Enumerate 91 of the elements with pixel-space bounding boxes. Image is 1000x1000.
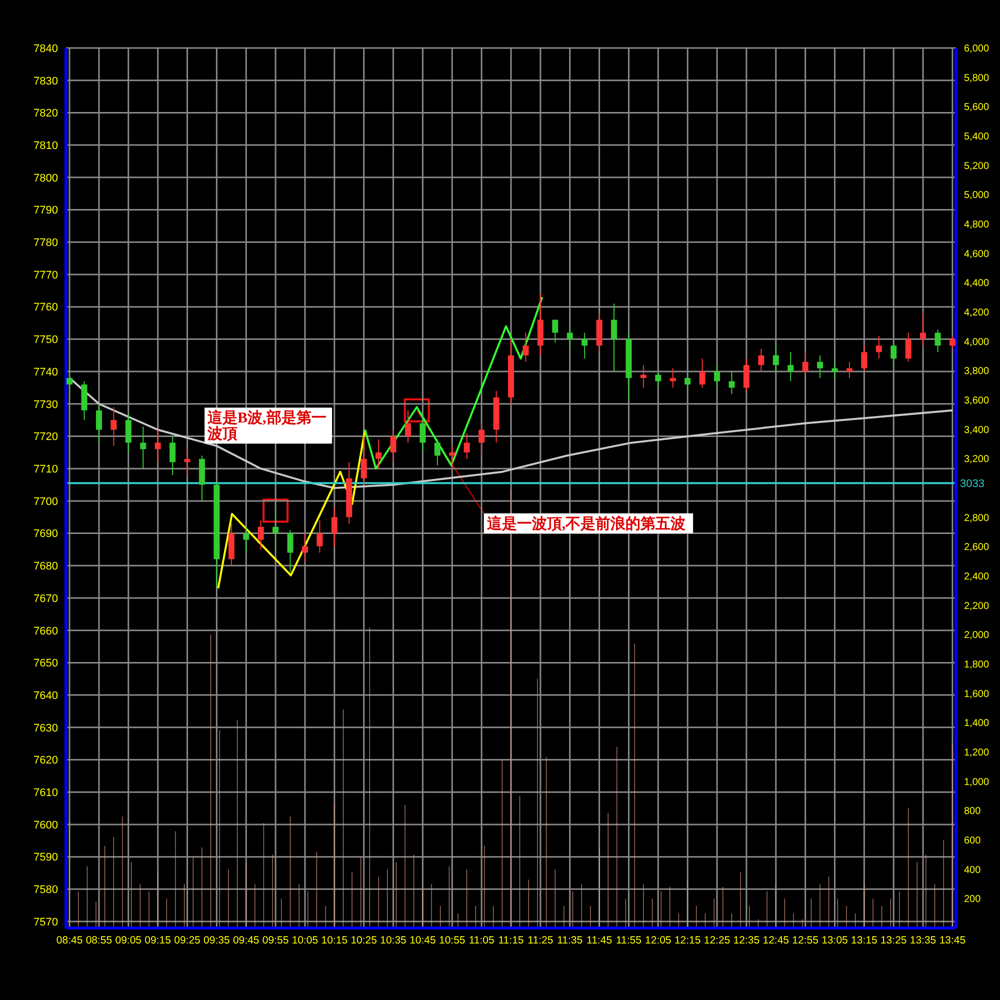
y-tick-label: 7660 [34,625,58,638]
y-tick-label: 7590 [34,852,58,864]
x-tick-label: 11:35 [557,934,583,946]
y-tick-label: 7800 [34,172,58,184]
y2-tick-label: 3,200 [964,454,990,466]
x-tick-label: 13:35 [910,934,936,946]
y-tick-label: 7750 [34,334,58,346]
y-tick-label: 7670 [34,592,58,605]
x-tick-label: 12:55 [792,934,819,946]
y2-tick-label: 4,800 [964,220,990,231]
y2-tick-label: 1,800 [964,660,990,671]
y2-tick-label: 5,800 [964,72,990,84]
x-tick-label: 09:25 [174,934,201,946]
x-tick-label: 09:45 [232,934,260,946]
y2-tick-label: 1,200 [964,748,990,759]
x-tick-label: 09:05 [115,934,142,946]
y-tick-label: 7580 [34,884,58,896]
y-tick-label: 7720 [34,431,58,444]
x-tick-label: 08:45 [56,934,83,946]
y2-tick-label: 1,400 [964,718,990,730]
x-tick-label: 10:45 [410,934,436,946]
x-tick-label: 13:25 [880,934,907,946]
x-tick-label: 10:05 [292,934,318,946]
y2-tick-label: 1,000 [964,776,990,788]
y-tick-label: 7610 [34,787,58,800]
x-tick-label: 12:45 [762,934,790,946]
annotation: 這是B波,部是第一波頂 [206,408,326,443]
y-tick-label: 7740 [34,366,58,378]
y-tick-label: 7700 [34,496,58,508]
x-tick-label: 09:15 [144,934,172,946]
y-tick-label: 7760 [34,302,58,314]
x-tick-label: 10:35 [380,934,407,946]
y-tick-label: 7630 [34,722,58,734]
y-tick-label: 7830 [34,75,58,88]
y-tick-label: 7810 [34,140,58,152]
y2-tick-label: 2,600 [964,542,990,554]
y2-tick-label: 4,400 [964,278,990,290]
y2-tick-label: 600 [964,836,982,847]
x-tick-label: 09:55 [262,934,289,946]
y-tick-label: 7600 [34,819,58,832]
ref-line-label: 3033 [960,478,984,490]
y2-tick-label: 200 [964,894,982,906]
y2-tick-label: 4,600 [964,248,990,260]
x-tick-label: 08:55 [86,934,112,946]
x-tick-label: 13:15 [851,934,878,946]
y2-tick-label: 4,200 [964,308,990,319]
y-tick-label: 7770 [34,269,58,282]
y2-tick-label: 3,800 [964,366,990,378]
y2-tick-label: 5,600 [964,102,990,114]
y2-tick-label: 2,400 [964,572,990,583]
y2-tick-label: 400 [964,864,982,876]
x-tick-label: 12:05 [645,934,672,946]
y2-tick-label: 5,200 [964,160,990,172]
y-tick-label: 7640 [34,690,58,702]
y2-tick-label: 5,000 [964,190,990,202]
x-tick-label: 12:15 [674,934,701,946]
x-tick-label: 13:05 [822,934,848,946]
x-tick-label: 09:35 [204,934,230,946]
x-tick-label: 13:45 [939,934,966,946]
y2-tick-label: 4,000 [964,336,990,348]
x-tick-label: 10:55 [439,934,466,946]
y2-tick-label: 3,600 [964,396,990,407]
y-tick-label: 7690 [34,528,58,540]
x-tick-label: 11:05 [468,934,494,946]
x-tick-label: 11:55 [616,934,642,946]
annotation: 這是一波頂,不是前浪的第五波 [486,514,686,532]
y2-tick-label: 1,600 [964,688,990,700]
y2-tick-label: 3,400 [964,424,990,436]
x-tick-label: 11:45 [586,934,612,946]
y2-tick-label: 2,000 [964,630,990,642]
y2-tick-label: 2,200 [964,600,990,612]
y-tick-label: 7780 [34,237,58,250]
y2-tick-label: 2,800 [964,512,990,524]
y-tick-label: 7790 [34,204,58,217]
x-tick-label: 10:25 [350,934,378,946]
x-tick-label: 12:35 [733,934,760,946]
y2-tick-label: 5,400 [964,132,990,143]
y2-tick-label: 800 [964,806,982,818]
y-tick-label: 7730 [34,398,58,411]
x-tick-label: 12:25 [704,934,730,946]
y2-tick-label: 6,000 [964,44,990,55]
x-tick-label: 11:15 [498,934,524,946]
x-tick-label: 10:15 [321,934,348,946]
y-tick-label: 7620 [34,754,58,767]
y-tick-label: 7650 [34,658,58,670]
x-tick-label: 11:25 [528,934,554,946]
y-tick-label: 7710 [34,463,58,476]
y-tick-label: 7680 [34,560,58,573]
y-tick-label: 7840 [34,42,58,55]
y-tick-label: 7570 [34,916,58,928]
y-tick-label: 7820 [34,108,58,120]
